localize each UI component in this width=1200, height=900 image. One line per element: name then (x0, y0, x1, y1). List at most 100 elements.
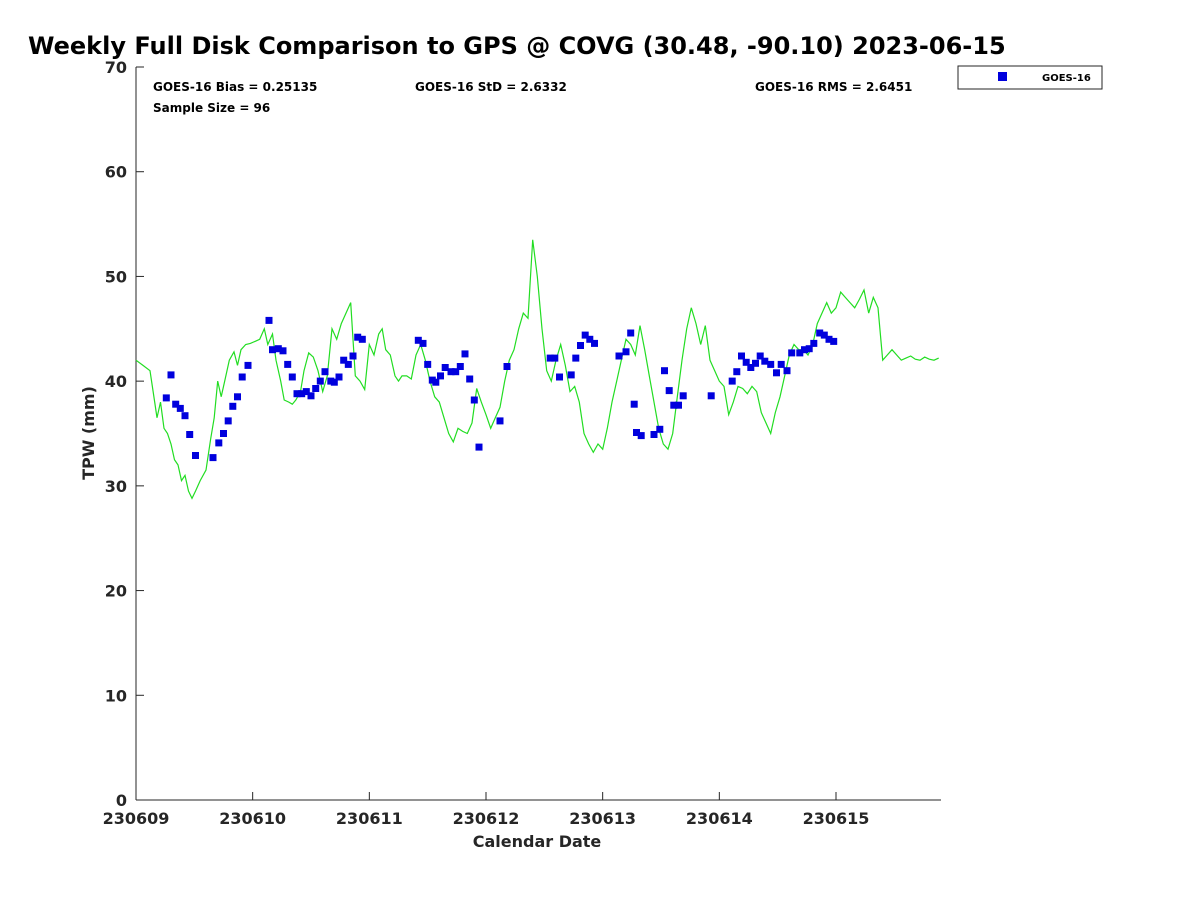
goes16-point (176, 404, 184, 412)
goes16-point (441, 364, 449, 371)
goes16-point (788, 349, 796, 357)
y-tick-label: 10 (105, 686, 127, 705)
y-tick-label: 50 (105, 267, 127, 286)
goes16-point (238, 373, 246, 381)
x-tick-label: 230609 (103, 809, 170, 828)
x-axis-label: Calendar Date (473, 832, 602, 851)
goes16-point (825, 335, 833, 343)
goes16-point (312, 385, 320, 392)
goes16-point (414, 336, 422, 344)
goes16-point (816, 329, 824, 337)
chart-title: Weekly Full Disk Comparison to GPS @ COV… (28, 32, 1006, 60)
goes16-point (738, 352, 745, 360)
plot-area (136, 67, 941, 800)
goes16-point (452, 368, 460, 376)
goes16-point (830, 337, 838, 345)
legend-square-marker (998, 72, 1007, 81)
goes16-point (577, 342, 584, 349)
goes16-point (244, 361, 252, 369)
goes16-point (805, 345, 813, 353)
goes16-point (172, 400, 180, 408)
goes16-point (470, 396, 478, 404)
goes16-point (496, 417, 504, 425)
goes16-point (274, 345, 282, 353)
goes16-points-group (162, 316, 838, 462)
y-tick-label: 60 (105, 163, 127, 182)
goes16-point (447, 368, 455, 376)
goes16-point (269, 346, 276, 354)
goes16-point (419, 339, 427, 347)
goes16-point (820, 331, 828, 339)
x-tick-label: 230610 (219, 809, 286, 828)
goes16-point (633, 429, 640, 436)
std-stat: GOES-16 StD = 2.6332 (415, 80, 567, 94)
goes16-point (747, 364, 755, 371)
goes16-point (761, 357, 769, 365)
goes16-point (546, 354, 554, 362)
goes16-point (215, 439, 223, 447)
goes16-point (335, 373, 343, 381)
rms-stat: GOES-16 RMS = 2.6451 (755, 80, 912, 94)
goes16-point (475, 443, 483, 451)
y-tick-label: 30 (105, 477, 127, 496)
goes16-point (456, 363, 464, 370)
goes16-point (349, 352, 357, 360)
goes16-point (627, 329, 635, 337)
goes16-point (591, 339, 598, 347)
goes16-point (801, 346, 808, 354)
goes16-point (665, 387, 673, 395)
goes16-point (733, 368, 741, 376)
goes16-point (209, 454, 217, 462)
goes16-point (466, 375, 474, 383)
goes16-point (284, 360, 292, 368)
goes16-point (810, 339, 818, 347)
sample-size-stat: Sample Size = 96 (153, 101, 270, 115)
goes16-point (220, 430, 227, 437)
goes16-point (288, 373, 296, 381)
legend-label: GOES-16 (1042, 73, 1091, 84)
goes16-point (358, 335, 366, 343)
goes16-point (551, 354, 559, 362)
goes16-point (461, 350, 469, 358)
goes16-point (344, 360, 352, 368)
goes16-point (437, 372, 444, 380)
goes16-point (783, 367, 791, 375)
goes16-point (293, 390, 301, 398)
goes16-point (656, 425, 664, 433)
goes16-point (298, 390, 306, 398)
goes16-point (503, 363, 511, 370)
goes16-point (707, 392, 715, 400)
goes16-point (728, 377, 736, 385)
goes16-point (316, 377, 324, 385)
goes16-point (650, 431, 658, 438)
goes16-point (302, 388, 310, 396)
goes16-point (661, 367, 668, 375)
goes16-point (340, 356, 348, 364)
goes16-point (307, 392, 315, 400)
goes16-point (556, 373, 563, 381)
goes16-point (321, 368, 329, 376)
y-axis-ticks: 0 10 20 30 40 50 60 70 (105, 58, 144, 810)
goes16-point (670, 401, 678, 409)
goes16-point (752, 359, 759, 367)
goes16-point (679, 392, 687, 400)
x-tick-label: 230613 (569, 809, 636, 828)
goes16-point (637, 432, 645, 440)
x-tick-label: 230611 (336, 809, 403, 828)
goes16-point (675, 401, 682, 409)
x-tick-label: 230615 (803, 809, 870, 828)
goes16-point (330, 378, 338, 386)
goes16-point (777, 360, 785, 368)
y-tick-label: 20 (105, 582, 127, 601)
goes16-point (181, 412, 189, 420)
goes16-point (167, 371, 175, 379)
goes16-point (773, 369, 780, 377)
x-axis-ticks: 230609 230610 230611 230612 230613 230614 2306… (103, 792, 870, 828)
goes16-point (424, 360, 432, 368)
goes16-point (234, 393, 241, 401)
y-axis-label: TPW (mm) (79, 386, 98, 480)
y-tick-label: 70 (105, 58, 127, 77)
goes16-point (615, 352, 623, 360)
bias-stat: GOES-16 Bias = 0.25135 (153, 80, 317, 94)
